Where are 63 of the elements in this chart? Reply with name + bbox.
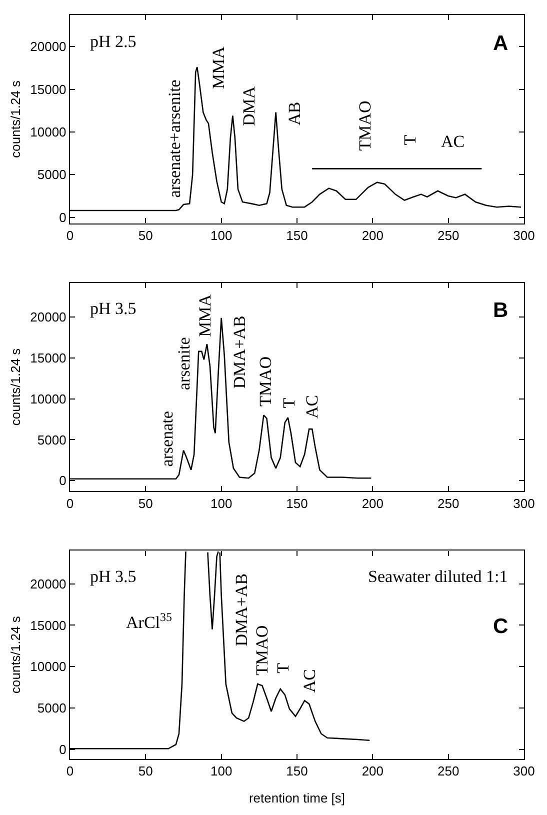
annotation: TMAO (256, 356, 275, 406)
annotation: AC (302, 394, 322, 419)
annotation: pH 3.5 (90, 299, 136, 318)
y-axis-title: counts/1.24 s (8, 80, 24, 158)
annotation: ArCl$^{35}$ (126, 610, 172, 632)
annotation: Seawater diluted 1:1 (368, 567, 508, 586)
x-tick-label: 150 (286, 228, 308, 244)
y-tick-label: 10000 (30, 391, 66, 406)
x-tick-label: 150 (286, 496, 308, 511)
x-tick-label: 250 (437, 764, 460, 779)
annotation: DMA+AB (230, 316, 250, 389)
y-tick-label: 10000 (30, 659, 66, 674)
annotation: pH 3.5 (90, 567, 136, 586)
annotation: DMA+AB (232, 573, 252, 646)
x-tick-label: 250 (437, 228, 460, 244)
x-tick-label: 50 (138, 496, 153, 511)
y-tick-label: 5000 (37, 432, 66, 448)
annotation: pH 2.5 (90, 32, 136, 51)
annotation: TMAO (355, 100, 374, 151)
annotation: arsenate (158, 411, 177, 467)
annotation: MMA (208, 46, 228, 89)
y-tick-label: 20000 (30, 39, 66, 54)
x-tick-label: 100 (210, 228, 232, 244)
annotation: B (493, 299, 508, 322)
x-tick-label: 300 (513, 496, 535, 511)
x-tick-label: 50 (138, 764, 153, 779)
x-tick-label: 150 (286, 764, 308, 779)
annotation: AB (285, 102, 304, 126)
y-tick-label: 5000 (37, 700, 66, 716)
x-tick-label: 50 (138, 228, 153, 244)
annotation: T (400, 134, 420, 146)
y-tick-label: 10000 (30, 124, 66, 140)
x-tick-label: 200 (362, 764, 384, 779)
x-tick-label: 300 (513, 228, 535, 244)
x-tick-label: 200 (362, 496, 384, 511)
x-axis-title: retention time [s] (248, 790, 346, 806)
annotation: C (493, 615, 508, 638)
annotation: DMA (240, 86, 259, 126)
annotation: AC (441, 132, 465, 151)
annotation: T (279, 397, 298, 408)
annotation: A (493, 32, 508, 55)
x-tick-label: 100 (210, 496, 232, 511)
annotation: arsenite (174, 337, 194, 390)
y-tick-label: 20000 (30, 576, 66, 592)
y-tick-label: 0 (59, 473, 66, 488)
annotation: TMAO (252, 625, 272, 676)
y-axis-title: counts/1.24 s (8, 348, 24, 426)
x-tick-label: 250 (437, 496, 460, 511)
y-tick-label: 0 (59, 742, 66, 758)
y-tick-label: 0 (59, 210, 66, 225)
annotation: T (273, 662, 292, 674)
x-tick-label: 200 (362, 228, 384, 244)
annotation: AC (300, 669, 319, 693)
y-axis-title: counts/1.24 s (8, 616, 24, 694)
y-tick-label: 5000 (37, 167, 66, 182)
x-tick-label: 300 (513, 764, 535, 779)
x-tick-label: 100 (210, 764, 232, 779)
y-tick-label: 15000 (30, 350, 66, 366)
annotation: MMA (196, 294, 215, 337)
y-tick-label: 15000 (30, 618, 66, 633)
y-tick-label: 20000 (30, 310, 66, 325)
annotation: arsenate+arsenite (165, 80, 184, 198)
y-tick-label: 15000 (30, 82, 66, 97)
